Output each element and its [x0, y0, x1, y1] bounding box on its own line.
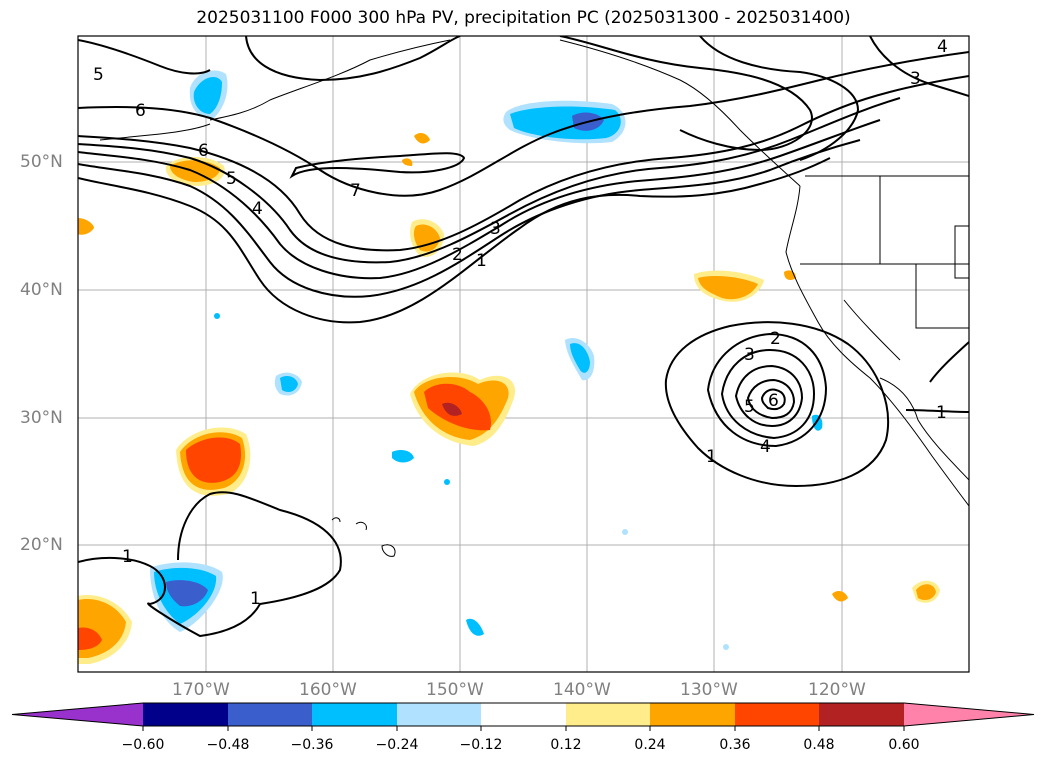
colorbar-extension-max [904, 703, 1034, 726]
colorbar-extension-min [12, 703, 143, 726]
lon-label-120w: 120°W [808, 680, 866, 700]
lat-label-40: 40°N [20, 280, 63, 300]
contour-label: 3 [910, 69, 921, 89]
colorbar-tick-label: 0.48 [803, 737, 835, 753]
lon-label-150w: 150°W [426, 680, 484, 700]
colorbar-segment [650, 703, 735, 726]
colorbar-tick-label: −0.36 [290, 737, 334, 753]
colorbar-tick-label: 0.12 [550, 737, 582, 753]
contour-label: 3 [490, 219, 501, 239]
contour-label: 1 [476, 251, 487, 271]
pv-contours [78, 36, 969, 638]
colorbar-tick-label: 0.24 [634, 737, 666, 753]
contour-label: 1 [122, 547, 133, 567]
colorbar-tick-label: 0.60 [888, 737, 920, 753]
contour-label: 7 [350, 181, 361, 201]
colorbar-tick-label: 0.36 [719, 737, 751, 753]
colorbar-segment [735, 703, 819, 726]
contour-label: 5 [93, 65, 104, 85]
colorbar-tick-label: −0.24 [375, 737, 419, 753]
colorbar-segment [819, 703, 904, 726]
lat-label-20: 20°N [20, 535, 63, 555]
colorbar-segment [228, 703, 312, 726]
colorbar-segment [143, 703, 228, 726]
lon-label-130w: 130°W [680, 680, 738, 700]
lat-label-30: 30°N [20, 408, 63, 428]
precip-negative-areas [150, 70, 823, 650]
contour-label: 1 [250, 589, 261, 609]
contour-label: 5 [226, 169, 237, 189]
colorbar [11, 702, 1035, 731]
contour-label: 4 [252, 199, 263, 219]
colorbar-tick-label: −0.60 [121, 737, 165, 753]
colorbar-segment [566, 703, 650, 726]
contour-label: 4 [937, 37, 948, 57]
contour-label: 6 [198, 141, 209, 161]
lon-label-160w: 160°W [299, 680, 357, 700]
pv-contour-labels: 5 6 6 5 4 7 3 2 1 3 4 2 3 6 5 4 1 1 1 1 [93, 37, 948, 609]
map-frame [77, 35, 970, 673]
contour-label: 4 [760, 437, 771, 457]
chart-title: 2025031100 F000 300 hPa PV, precipitatio… [196, 8, 851, 28]
lat-label-50: 50°N [20, 152, 63, 172]
lon-label-140w: 140°W [553, 680, 611, 700]
colorbar-segment [312, 703, 397, 726]
contour-label: 1 [706, 447, 717, 467]
colorbar-segment [481, 703, 566, 726]
colorbar-tick-label: −0.48 [206, 737, 250, 753]
precip-positive-areas [78, 133, 940, 664]
lon-label-170w: 170°W [172, 680, 230, 700]
contour-label: 2 [770, 329, 781, 349]
colorbar-segment [397, 703, 481, 726]
contour-label: 3 [744, 345, 755, 365]
colorbar-tick-label: −0.12 [459, 737, 503, 753]
contour-label: 1 [936, 403, 947, 423]
contour-label: 6 [768, 391, 779, 411]
contour-label: 2 [452, 245, 463, 265]
contour-label: 6 [135, 101, 146, 121]
contour-label: 5 [744, 397, 755, 417]
